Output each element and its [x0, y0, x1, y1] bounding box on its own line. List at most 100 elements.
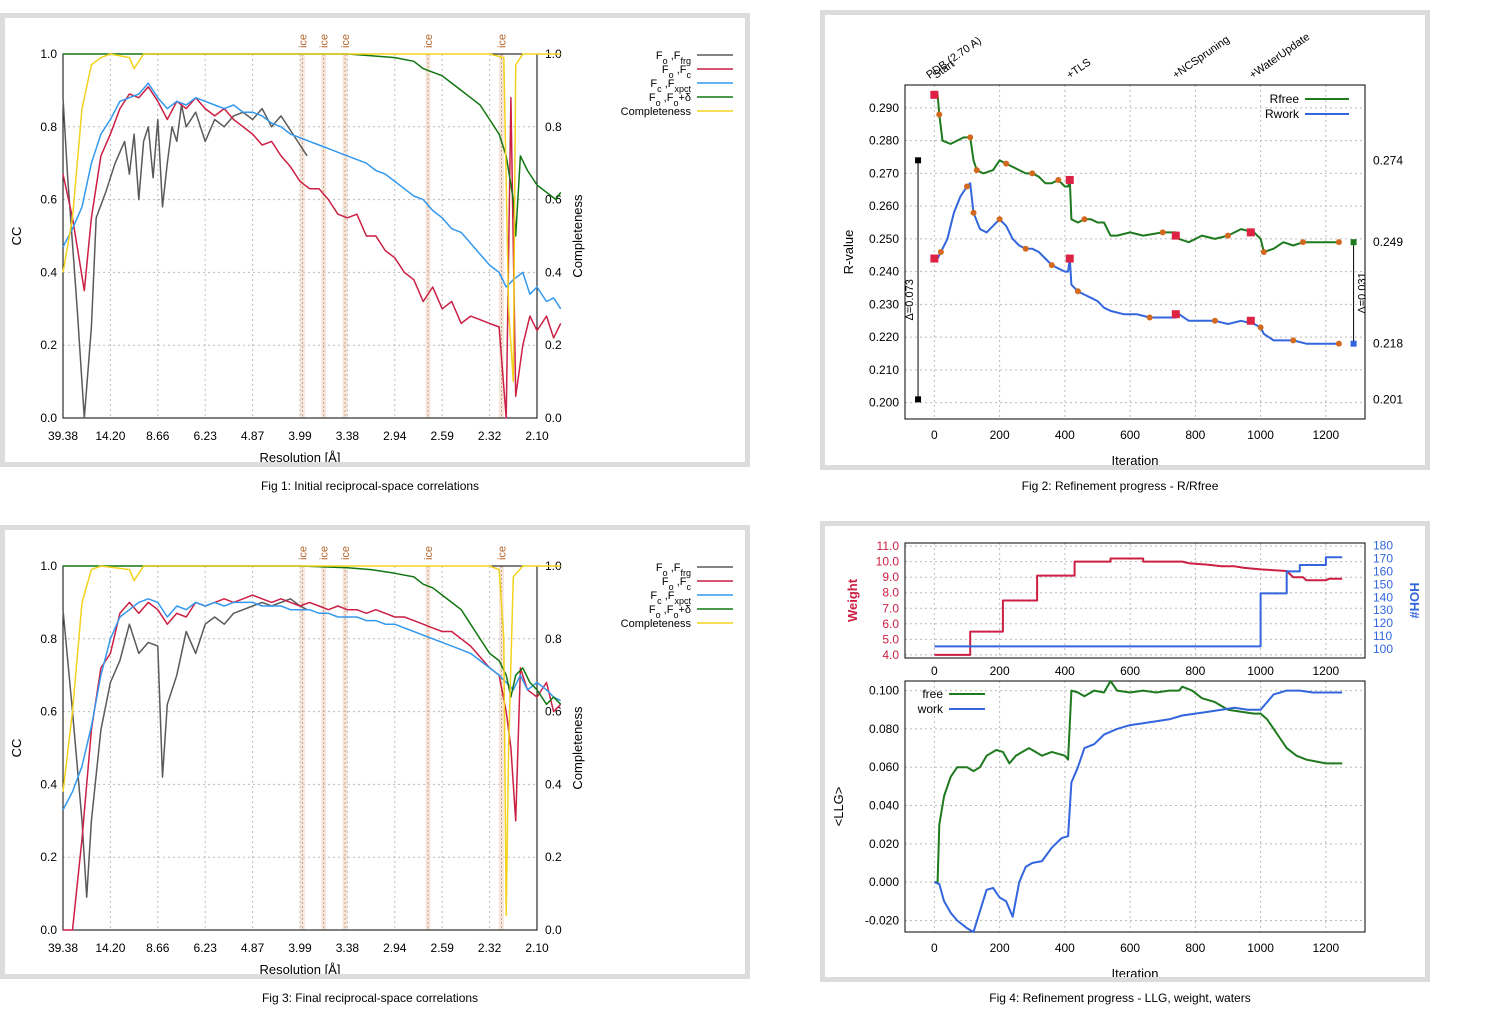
series-line-0	[934, 680, 1343, 884]
ice-ring-label: ice	[297, 34, 309, 48]
y-tick-label: 6.0	[882, 617, 899, 631]
y2-tick-label: 130	[1373, 603, 1393, 617]
x-tick-label: 2.10	[525, 429, 549, 443]
y-tick-label: 0.210	[869, 363, 899, 377]
x-axis-label: Iteration	[1112, 966, 1159, 977]
stage-label: +TLS	[1065, 56, 1094, 81]
x-tick-label: 2.59	[431, 429, 455, 443]
series-line-4	[62, 53, 561, 383]
y2-tick-label: 0.2	[545, 338, 562, 352]
legend-label: Fo ,Fo+δ	[649, 92, 691, 108]
series-line-0	[62, 97, 308, 419]
y-tick-label: 0.4	[40, 265, 57, 279]
y-tick-label: 0.280	[869, 134, 899, 148]
stage-marker	[973, 167, 980, 174]
start-marker	[930, 254, 939, 263]
x-tick-label: 1200	[1312, 428, 1339, 442]
stage-marker	[1300, 239, 1307, 246]
x-tick-label: 2.32	[478, 941, 502, 955]
y-axis-label: Weight	[845, 578, 860, 622]
y-tick-label: 9.0	[882, 570, 899, 584]
y2-tick-label: 180	[1373, 539, 1393, 553]
ice-ring-label: ice	[297, 546, 309, 560]
stage-marker	[963, 183, 970, 190]
y2-tick-label: 0.8	[545, 120, 562, 134]
legend-label: Completeness	[621, 618, 692, 630]
ice-ring-label: ice	[319, 546, 331, 560]
series-line-2	[62, 598, 562, 811]
legend-label: free	[922, 687, 943, 701]
start-marker	[930, 90, 939, 99]
y-tick-label: 0.0	[40, 411, 57, 425]
y-tick-label: 8.0	[882, 586, 899, 600]
figure-1-panel: 39.38 14.20 8.66 6.23 4.87 3.99 3.38 2.94 2.59 2.…	[0, 13, 750, 467]
x-tick-label: 2.32	[478, 429, 502, 443]
y-tick-label: 0.6	[40, 705, 57, 719]
series-line-1	[934, 556, 1343, 648]
y-tick-label: 1.0	[40, 559, 57, 573]
legend-label: Rwork	[1265, 107, 1300, 121]
figure-3-caption: Fig 3: Final reciprocal-space correlatio…	[261, 991, 479, 1005]
legend-label: Fc ,Fxpct	[650, 590, 691, 606]
x-tick-label: 3.38	[336, 429, 360, 443]
stage-marker-square	[1246, 316, 1255, 325]
legend-label: work	[917, 702, 944, 716]
y2-tick-label: 170	[1373, 552, 1393, 566]
stage-marker	[1257, 324, 1264, 331]
series-line-2	[62, 82, 562, 310]
y2-axis-label: Completeness	[570, 706, 585, 790]
ice-ring-label: ice	[340, 546, 352, 560]
ice-ring-label: ice	[319, 34, 331, 48]
x-tick-label: 200	[990, 428, 1010, 442]
x-tick-label: 8.66	[146, 941, 170, 955]
x-tick-label: 2.10	[525, 941, 549, 955]
x-tick-label: 2.94	[383, 429, 407, 443]
right-value-label: 0.249	[1373, 235, 1403, 249]
figure-4-caption: Fig 4: Refinement progress - LLG, weight…	[989, 991, 1251, 1005]
x-tick-label: 14.20	[95, 429, 125, 443]
y2-tick-label: 0.0	[545, 923, 562, 937]
series-line-1	[934, 182, 1339, 345]
stage-marker	[1211, 317, 1218, 324]
series-line-1	[63, 594, 562, 931]
figure-3-panel: 39.38 14.20 8.66 6.23 4.87 3.99 3.38 2.94 2.59 2.…	[0, 525, 750, 979]
y-tick-label: 0.2	[40, 338, 57, 352]
series-line-1	[62, 86, 562, 419]
stage-marker	[1290, 337, 1297, 344]
legend-label: Completeness	[621, 106, 692, 118]
y-tick-label: 0.000	[869, 875, 899, 889]
y-tick-label: 0.250	[869, 232, 899, 246]
x-tick-label: 3.99	[288, 941, 312, 955]
y-axis-label: R-value	[841, 230, 856, 275]
x-tick-label: 4.87	[241, 429, 265, 443]
y-tick-label: 0.220	[869, 330, 899, 344]
x-axis-label: Resolution [Å]	[260, 450, 341, 462]
y-tick-label: 0.290	[869, 101, 899, 115]
figure-1-chart: 39.38 14.20 8.66 6.23 4.87 3.99 3.38 2.94 2.59 2.…	[9, 34, 733, 462]
y-tick-label: 0.4	[40, 777, 57, 791]
y-tick-label: 0.8	[40, 120, 57, 134]
stage-marker-square	[1065, 175, 1074, 184]
stage-marker	[1022, 245, 1029, 252]
right-value-label: 0.201	[1373, 392, 1403, 406]
legend-label: Fc ,Fxpct	[650, 78, 691, 94]
series-line-4	[62, 565, 561, 917]
plot-frame	[904, 680, 1366, 933]
stage-marker-square	[1171, 310, 1180, 319]
stage-marker	[967, 134, 974, 141]
legend-label: Fo ,Fc	[662, 576, 692, 592]
x-tick-label: 4.87	[241, 941, 265, 955]
y-tick-label: 0.230	[869, 297, 899, 311]
x-tick-label: 800	[1185, 664, 1205, 678]
x-tick-label: 3.38	[336, 941, 360, 955]
x-tick-label: 1200	[1312, 941, 1339, 955]
stage-marker-square	[1246, 228, 1255, 237]
x-tick-label: 600	[1120, 941, 1140, 955]
y-tick-label: 1.0	[40, 47, 57, 61]
delta-left-bottom	[915, 396, 922, 403]
stage-marker	[1159, 229, 1166, 236]
y-tick-label: 11.0	[877, 539, 900, 553]
stage-marker-square	[1065, 254, 1074, 263]
x-tick-label: 39.38	[48, 429, 78, 443]
y-tick-label: 0.260	[869, 199, 899, 213]
